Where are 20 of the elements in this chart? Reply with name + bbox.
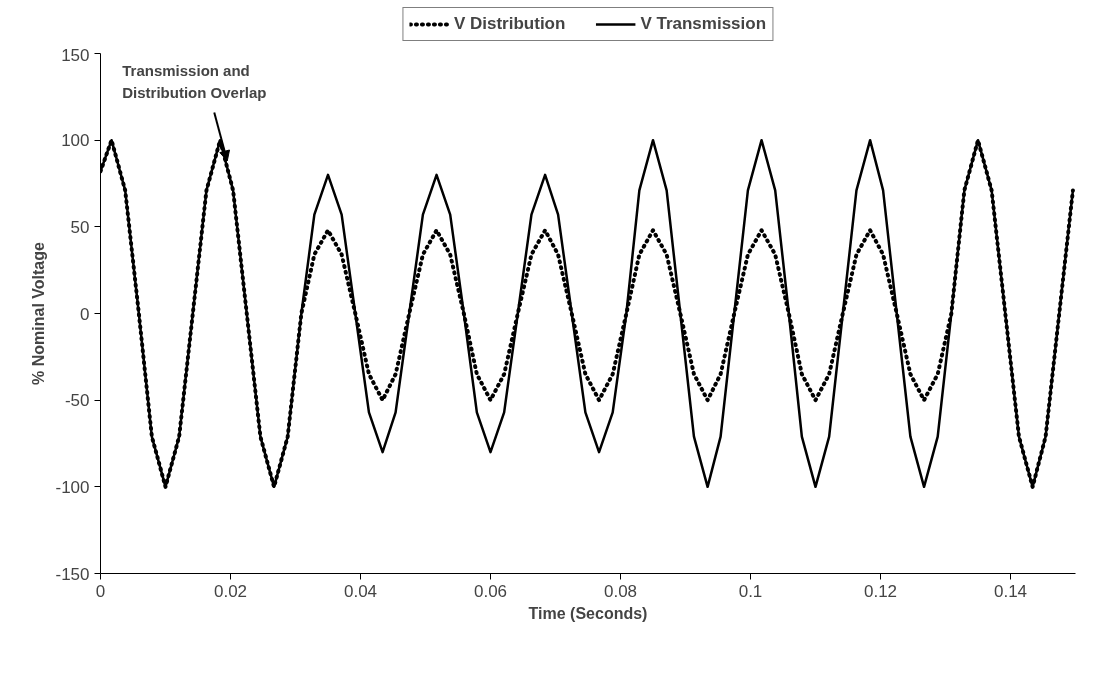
x-tick-label: 0.12 (863, 581, 898, 601)
x-tick-label: 0.06 (473, 581, 508, 601)
x-tick-label: 0.14 (993, 581, 1028, 601)
y-tick-label: -150 (55, 564, 90, 584)
y-tick-label: -50 (64, 391, 90, 411)
annotation: Transmission and Distribution Overlap (122, 61, 267, 101)
x-tick-label: 0.08 (603, 581, 638, 601)
y-tick-label: 50 (70, 217, 90, 237)
y-tick-label: -100 (55, 477, 90, 497)
x-tick-label: 0 (95, 581, 106, 601)
x-tick-label: 0.1 (738, 581, 763, 601)
legend-label: V Distribution (453, 14, 566, 34)
y-tick-label: 100 (61, 131, 90, 151)
x-tick-label: 0.02 (213, 581, 248, 601)
y-axis-title: % Nominal Voltage (30, 241, 48, 385)
x-axis-title: Time (Seconds) (528, 604, 648, 622)
y-tick-label: 0 (80, 304, 90, 324)
y-tick-label: 150 (61, 45, 90, 65)
x-tick-label: 0.04 (343, 581, 378, 601)
legend-label: V Transmission (640, 14, 767, 34)
